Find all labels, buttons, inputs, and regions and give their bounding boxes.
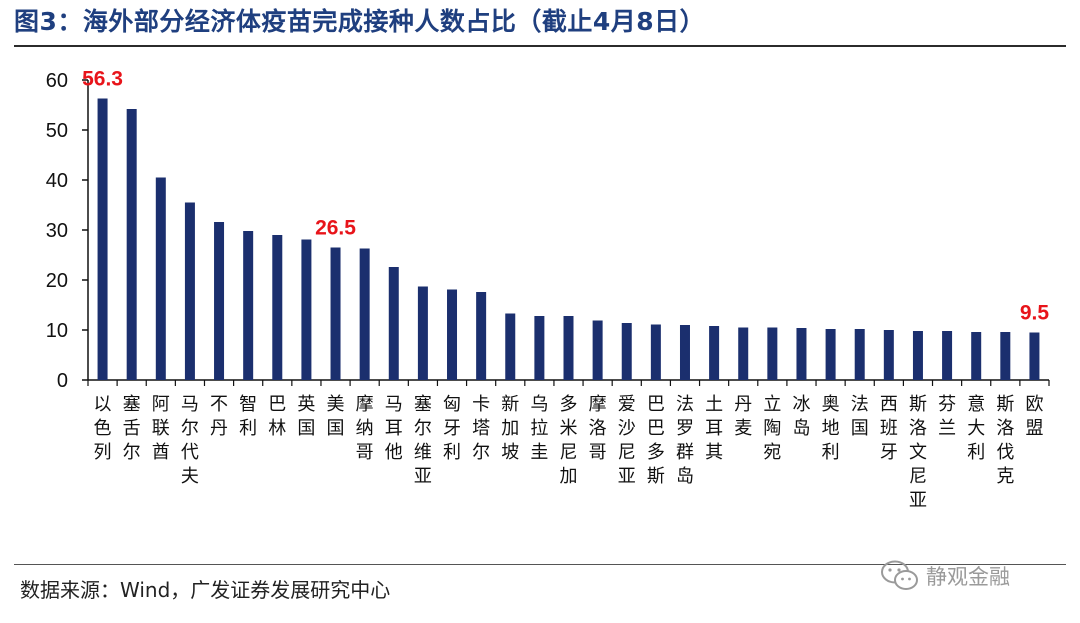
bar [214,222,225,380]
category-label: 塞尔维亚 [414,394,432,487]
category-label: 冰岛 [792,394,810,439]
chart-category-labels: 以色列塞舌尔阿联酋马尔代夫不丹智利巴林英国美国摩纳哥马耳他塞尔维亚匈牙利卡塔尔新… [94,394,1044,511]
category-label: 智利 [239,394,257,439]
category-label: 土耳其 [705,394,723,463]
category-label: 不丹 [210,394,228,439]
chart-data-labels: 56.3 26.5 9.5 [82,68,1049,325]
category-label: 法国 [851,394,869,439]
bar [621,323,632,380]
category-label: 意大利 [967,394,985,463]
category-label: 多米尼加 [560,394,578,487]
y-tick-label: 0 [57,370,68,392]
data-label: 9.5 [1020,302,1050,325]
watermark: 静观金融 [880,556,1010,596]
y-tick-label: 30 [46,220,68,242]
bar [126,109,137,380]
category-label: 欧盟 [1025,394,1043,439]
category-label: 阿联酋 [152,394,170,463]
bar [825,329,836,380]
data-label: 26.5 [315,217,356,240]
category-label: 立陶宛 [763,394,781,463]
chart-bars [97,98,1040,380]
bar [272,235,283,380]
category-label: 乌拉圭 [530,394,548,463]
category-label: 芬兰 [938,394,956,439]
bar [359,248,370,380]
category-label: 爱沙尼亚 [618,394,636,487]
category-label: 斯洛伐克 [996,394,1014,487]
category-label: 巴巴多斯 [647,394,665,487]
bar [184,202,195,380]
source-note: 数据来源：Wind，广发证券发展研究中心 [20,578,391,602]
category-label: 奥地利 [822,394,840,463]
bar [447,289,458,380]
watermark-text: 静观金融 [926,565,1010,589]
bar [1000,332,1011,380]
category-label: 摩纳哥 [356,394,374,463]
y-tick-label: 40 [46,170,68,192]
category-label: 摩洛哥 [589,394,607,463]
bar [738,327,749,380]
category-label: 巴林 [268,394,286,439]
category-label: 匈牙利 [443,394,461,463]
bar [592,320,603,380]
bar [796,328,807,380]
data-label: 56.3 [82,68,123,91]
category-label: 马耳他 [385,394,403,463]
category-label: 英国 [297,394,315,439]
category-label: 卡塔尔 [472,394,490,463]
bar [243,231,254,380]
bar [912,331,923,380]
bar-chart: 0 10 20 30 40 50 60 56.3 26.5 9.5 以色列塞舌尔阿联酋马尔代夫不… [46,68,1050,511]
category-label: 丹麦 [734,394,752,439]
bar [97,98,108,380]
bar [301,239,312,380]
bar [883,330,894,380]
figure-title: 图3：海外部分经济体疫苗完成接种人数占比（截止4月8日） [14,7,706,36]
y-tick-label: 10 [46,320,68,342]
category-label: 以色列 [94,394,112,463]
bar [563,316,574,380]
category-label: 马尔代夫 [181,394,199,487]
bar [767,327,778,380]
bar [854,329,865,380]
bar [679,325,690,380]
category-label: 新加坡 [501,394,519,463]
category-label: 美国 [327,394,345,439]
bar [388,267,399,380]
wechat-icon [881,560,918,590]
bar [709,326,720,380]
chart-axes: 0 10 20 30 40 50 60 [46,70,1050,392]
bar [650,324,661,380]
y-tick-label: 60 [46,70,68,92]
title-divider [14,45,1066,47]
bar [155,177,166,380]
category-label: 斯洛文尼亚 [909,394,927,511]
y-tick-label: 50 [46,120,68,142]
bar [417,286,428,380]
category-label: 法罗群岛 [676,394,694,487]
footer-divider [14,564,1066,565]
bar [476,292,487,380]
bar [942,331,953,380]
category-label: 西班牙 [880,394,898,463]
y-tick-label: 20 [46,270,68,292]
bar [505,313,516,380]
bar [1029,332,1040,380]
bar [534,316,545,380]
bar [971,332,982,380]
bar [330,247,341,380]
category-label: 塞舌尔 [123,394,141,463]
